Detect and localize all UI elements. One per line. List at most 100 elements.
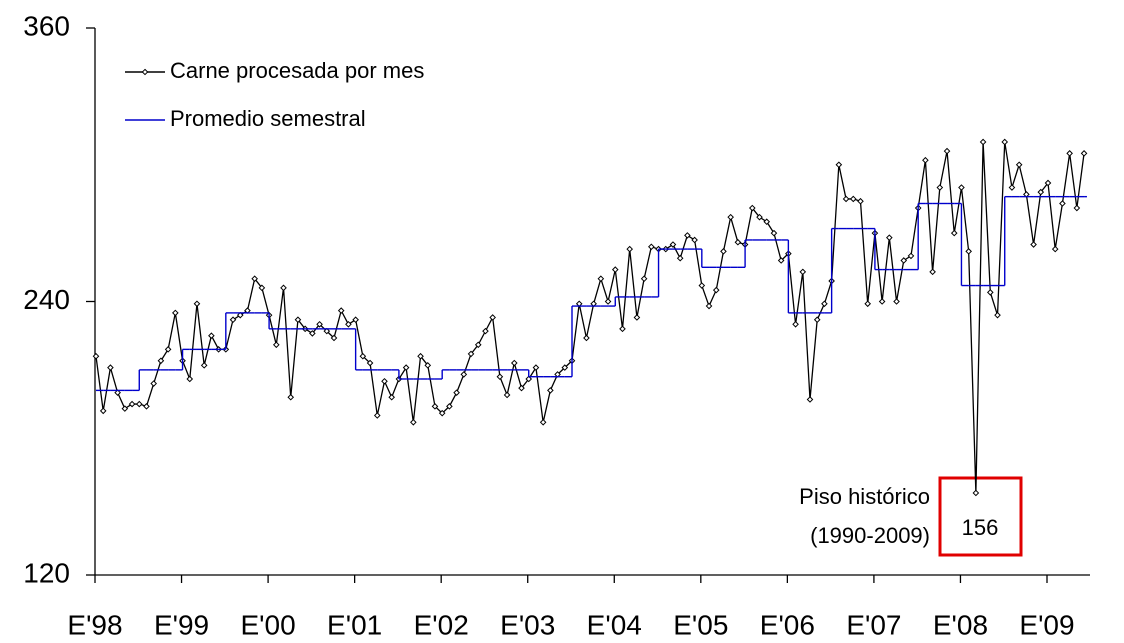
- point: [489, 314, 496, 321]
- point: [287, 393, 295, 401]
- point: [323, 327, 331, 335]
- point: [135, 400, 143, 408]
- point: [720, 248, 727, 255]
- point: [438, 409, 446, 417]
- y-tick-label: 240: [23, 284, 70, 315]
- data-label: 156: [962, 515, 999, 540]
- point: [1015, 161, 1023, 169]
- point: [424, 362, 432, 369]
- point: [864, 300, 872, 308]
- x-tick-label: E'03: [500, 609, 555, 640]
- point: [907, 252, 915, 260]
- point: [813, 316, 821, 324]
- y-tick-label: 120: [23, 557, 70, 588]
- point: [410, 418, 417, 426]
- x-tick-label: E'02: [414, 609, 469, 640]
- point: [886, 234, 893, 241]
- point: [525, 375, 533, 383]
- legend-label: Carne procesada por mes: [170, 58, 424, 83]
- point: [482, 327, 489, 335]
- point: [979, 138, 987, 146]
- point: [294, 316, 302, 324]
- point: [777, 257, 785, 264]
- point: [734, 238, 742, 246]
- point: [251, 275, 258, 283]
- point: [799, 268, 807, 276]
- point: [510, 359, 518, 367]
- point: [128, 400, 136, 408]
- point: [518, 384, 525, 392]
- point: [200, 362, 208, 369]
- point: [236, 311, 244, 319]
- point: [388, 393, 396, 401]
- point: [381, 377, 388, 385]
- point: [453, 389, 460, 396]
- point: [186, 375, 194, 383]
- point: [597, 275, 605, 283]
- point: [842, 195, 850, 203]
- point: [972, 489, 980, 497]
- point: [792, 320, 799, 328]
- series-line: [95, 141, 1085, 493]
- point: [943, 147, 951, 155]
- point: [539, 418, 547, 426]
- point: [936, 184, 944, 191]
- point: [503, 391, 511, 399]
- point: [763, 218, 771, 226]
- annotation: (1990-2009): [810, 523, 930, 548]
- point: [994, 311, 1001, 319]
- point: [474, 341, 482, 349]
- point: [150, 380, 158, 387]
- point: [532, 364, 540, 371]
- point: [922, 156, 929, 164]
- point: [561, 364, 569, 371]
- point: [835, 161, 843, 169]
- point: [893, 298, 900, 305]
- point: [446, 403, 453, 410]
- point: [604, 298, 612, 305]
- point: [1008, 184, 1016, 191]
- point: [309, 330, 316, 337]
- point: [986, 289, 994, 296]
- point: [748, 204, 756, 212]
- point: [316, 320, 323, 328]
- point: [1073, 204, 1081, 212]
- point: [676, 254, 684, 262]
- point: [806, 396, 814, 403]
- point: [669, 241, 677, 248]
- point: [626, 245, 634, 253]
- highlight-box: [938, 476, 1023, 557]
- point: [460, 371, 468, 378]
- legend-marker: [141, 68, 149, 76]
- point: [366, 359, 374, 367]
- point: [114, 389, 121, 396]
- x-tick-label: E'08: [933, 609, 988, 640]
- point: [547, 387, 554, 394]
- x-tick-label: E'06: [760, 609, 815, 640]
- point: [821, 300, 828, 308]
- point: [143, 403, 150, 410]
- point: [648, 243, 655, 251]
- point: [395, 375, 403, 383]
- point: [1030, 241, 1037, 248]
- point: [583, 334, 590, 342]
- point: [1001, 138, 1009, 146]
- point: [337, 307, 345, 314]
- point: [958, 184, 965, 191]
- point: [950, 229, 958, 237]
- point: [1080, 150, 1088, 157]
- point: [640, 275, 648, 283]
- point: [272, 341, 280, 349]
- point: [258, 284, 266, 292]
- point: [402, 364, 410, 371]
- point: [929, 268, 936, 276]
- x-tick-label: E'99: [154, 609, 209, 640]
- x-tick-label: E'98: [67, 609, 122, 640]
- point: [691, 236, 698, 244]
- point: [965, 248, 972, 255]
- point: [208, 332, 215, 339]
- point: [727, 213, 734, 221]
- point: [756, 213, 763, 221]
- point: [496, 373, 504, 381]
